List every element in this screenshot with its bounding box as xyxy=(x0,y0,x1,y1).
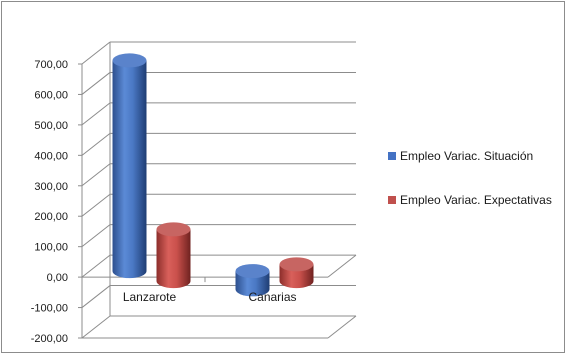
bar-top-highlight xyxy=(112,53,147,68)
y-tick-label: 100,00 xyxy=(34,242,68,254)
bar-lanzarote-series-1 xyxy=(112,53,147,279)
gridline-side xyxy=(81,224,111,248)
bar-lanzarote-series-2 xyxy=(156,222,191,289)
bar-body xyxy=(156,229,191,289)
legend-label-expectativas: Empleo Variac. Expectativas xyxy=(400,193,552,207)
y-tick-label: 200,00 xyxy=(34,211,68,223)
y-tick-label: 500,00 xyxy=(34,120,68,132)
floor-side-edge xyxy=(327,315,357,339)
bar-body xyxy=(235,271,270,297)
gridline-side xyxy=(81,72,111,95)
gridline-side xyxy=(81,41,111,65)
gridline-side xyxy=(81,254,111,278)
y-tick-label: 700,00 xyxy=(34,59,68,71)
y-tick-label: 300,00 xyxy=(34,181,68,193)
y-tick-label: 400,00 xyxy=(34,150,68,162)
bar-body xyxy=(112,60,147,279)
bar-top-cap xyxy=(279,257,314,272)
legend-item-expectativas: Empleo Variac. Expectativas xyxy=(388,192,564,208)
y-tick-label: -100,00 xyxy=(31,303,68,315)
legend-label-situacion: Empleo Variac. Situación xyxy=(400,149,534,163)
gridline-side xyxy=(81,102,111,126)
bar-canarias-series-1 xyxy=(235,264,270,297)
y-tick-label: 0,00 xyxy=(47,272,68,284)
gridline-side xyxy=(81,163,111,187)
bar-top-cap xyxy=(235,264,270,279)
bar-top-highlight xyxy=(235,264,270,279)
gridline-side xyxy=(81,315,111,339)
bar-canarias-series-2 xyxy=(279,257,314,289)
gridline-side xyxy=(81,193,111,217)
legend-swatch-expectativas xyxy=(388,196,396,204)
x-label-lanzarote: Lanzarote xyxy=(123,290,177,304)
gridline-side xyxy=(81,285,111,308)
legend-item-situacion: Empleo Variac. Situación xyxy=(388,148,564,164)
x-label-canarias: Canarias xyxy=(248,290,296,304)
y-tick-label: 600,00 xyxy=(34,89,68,101)
gridline-side xyxy=(81,132,111,156)
floor-side-edge xyxy=(327,254,357,278)
legend-swatch-situacion xyxy=(388,152,396,160)
bar-top-cap xyxy=(156,222,191,237)
bar-top-highlight xyxy=(279,257,314,272)
bar-top-highlight xyxy=(156,222,191,237)
y-tick-label: -200,00 xyxy=(31,333,68,345)
bar-top-cap xyxy=(112,53,147,68)
chart-legend: Empleo Variac. Situación Empleo Variac. … xyxy=(388,148,564,208)
